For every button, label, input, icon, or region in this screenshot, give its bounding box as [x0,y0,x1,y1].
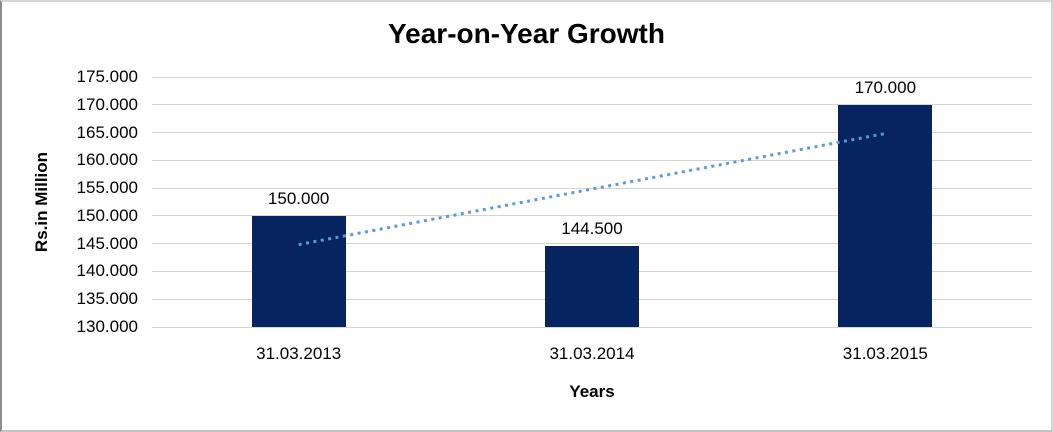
bar-data-label: 144.500 [561,219,623,239]
y-tick-label: 135.000 [76,289,138,309]
y-tick-label: 165.000 [76,122,138,142]
bar-31.03.2014 [545,246,639,327]
chart-title: Year-on-Year Growth [388,18,665,49]
y-tick-label: 145.000 [76,233,138,253]
x-tick-label: 31.03.2015 [842,344,928,363]
bar-data-label: 150.000 [267,188,330,208]
x-tick-label: 31.03.2014 [549,344,635,363]
gridline [152,76,1032,78]
x-axis-title: Years [569,382,615,401]
y-tick-label: 150.000 [76,205,138,225]
y-tick-label: 140.000 [76,261,138,281]
bar-data-label: 170.000 [854,77,917,97]
bar-31.03.2013 [251,215,346,327]
y-tick-label: 175.000 [76,67,138,86]
y-tick-label: 170.000 [76,94,138,114]
gridline [152,104,1032,106]
y-tick-label: 155.000 [76,178,138,198]
gridline [152,326,1032,328]
y-tick-label: 160.000 [76,150,138,170]
x-tick-label: 31.03.2013 [256,344,342,363]
bar-31.03.2015 [838,104,933,327]
y-tick-label: 130.000 [76,317,138,336]
